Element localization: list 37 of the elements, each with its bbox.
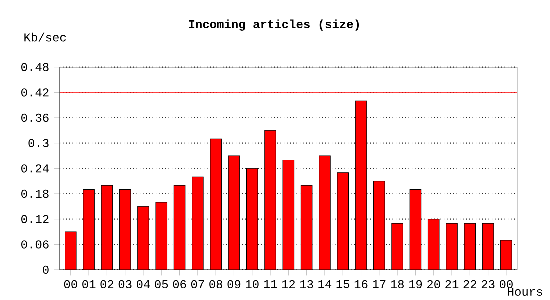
x-tick-label: 18 <box>391 280 404 289</box>
y-tick-label: 0.3 <box>28 139 49 148</box>
x-tick-label: 22 <box>464 280 477 288</box>
x-tick-label: 21 <box>446 280 459 288</box>
x-tick-label: 05 <box>155 280 168 289</box>
x-tick-label: 01 <box>82 280 96 289</box>
x-tick-label: 13 <box>300 280 314 289</box>
y-tick-label: 0.42 <box>22 88 49 97</box>
x-tick-label: 04 <box>137 280 150 289</box>
y-tick-label: 0.12 <box>22 215 49 224</box>
x-tick-label: 23 <box>482 280 495 289</box>
x-tick-label: 20 <box>427 280 440 289</box>
y-tick-label: 0.36 <box>22 114 49 122</box>
y-tick-label: 0.18 <box>22 190 49 198</box>
chart-title: Incoming articles (size) <box>189 20 360 31</box>
x-tick-label: 17 <box>373 280 386 288</box>
x-tick-label: 16 <box>354 280 368 289</box>
y-tick-label: 0.48 <box>22 63 49 72</box>
x-tick-label: 09 <box>228 280 241 289</box>
x-tick-label: 00 <box>64 280 78 289</box>
y-tick-label: 0.24 <box>22 164 49 173</box>
x-tick-label: 12 <box>282 280 296 288</box>
x-tick-label: 07 <box>191 280 204 289</box>
x-axis-title: Hours <box>508 288 542 296</box>
x-tick-label: 00 <box>500 280 513 289</box>
y-tick-label: 0 <box>43 266 49 274</box>
x-tick-label: 19 <box>409 280 422 289</box>
x-tick-label: 15 <box>336 280 350 288</box>
y-tick-label: 0.06 <box>22 240 49 249</box>
x-tick-label: 10 <box>246 280 259 289</box>
x-tick-label: 14 <box>318 280 332 288</box>
x-tick-label: 02 <box>100 280 114 289</box>
y-axis-title: Kb/sec <box>24 32 66 42</box>
x-tick-label: 03 <box>118 280 132 289</box>
x-tick-label: 08 <box>210 280 222 289</box>
x-tick-label: 06 <box>173 280 186 289</box>
x-tick-label: 11 <box>264 280 278 288</box>
